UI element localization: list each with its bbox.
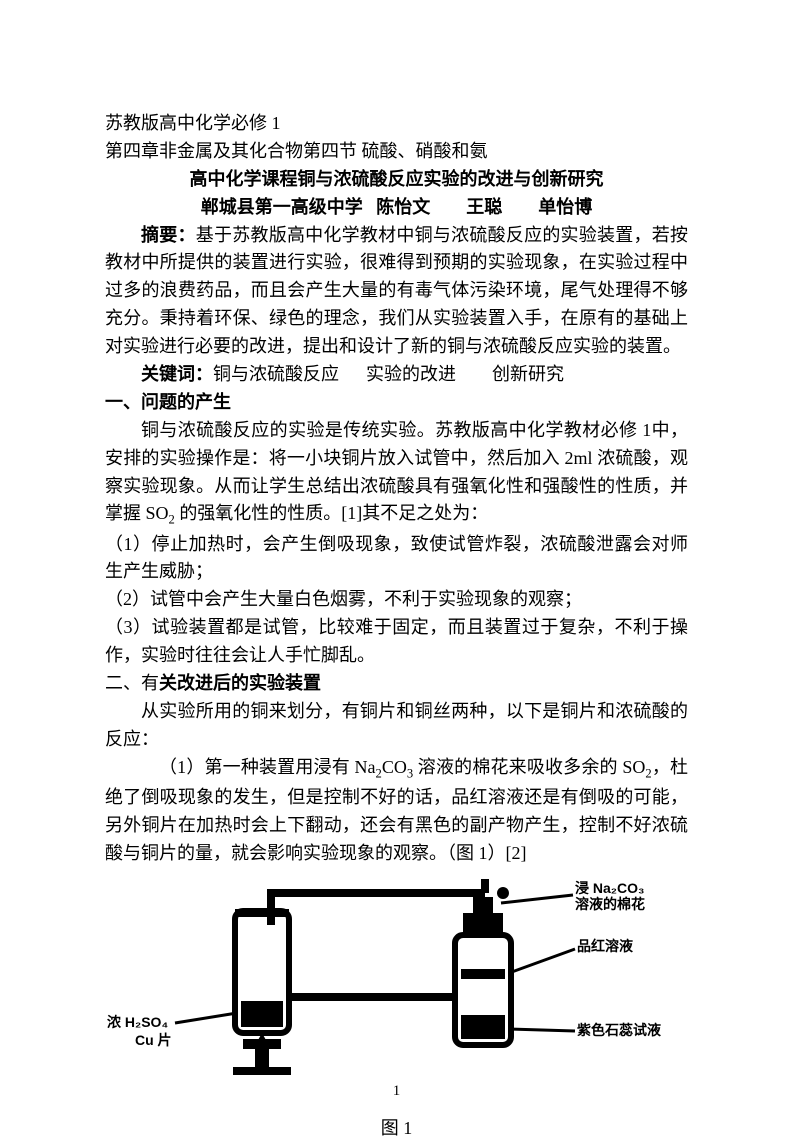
section-2-p2c: 溶液的棉花来吸收多余的 SO bbox=[413, 757, 645, 777]
keywords-label: 关键词： bbox=[141, 364, 213, 384]
section-1-li3: （3）试验装置都是试管，比较难于固定，而且装置过于复杂，不利于操作，实验时往往会… bbox=[105, 614, 688, 670]
paper-title: 高中化学课程铜与浓硫酸反应实验的改进与创新研究 bbox=[105, 166, 688, 194]
section-2-head-a: 二、有 bbox=[105, 673, 159, 693]
page: 苏教版高中化学必修 1 第四章非金属及其化合物第四节 硫酸、硝酸和氨 高中化学课… bbox=[0, 0, 793, 1143]
label-cotton-1: 浸 Na₂CO₃ bbox=[575, 881, 644, 896]
abstract: 摘要：基于苏教版高中化学教材中铜与浓硫酸反应的实验装置，若按教材中所提供的装置进… bbox=[105, 222, 688, 361]
figure-1-caption: 图 1 bbox=[105, 1115, 688, 1143]
chapter-line: 第四章非金属及其化合物第四节 硫酸、硝酸和氨 bbox=[105, 138, 688, 166]
figure-1-diagram: 浸 Na₂CO₃ 溶液的棉花 品红溶液 紫色石蕊试液 浓 H₂SO₄ Cu 片 bbox=[105, 873, 688, 1093]
section-2-p2a: （1）第一种装置用浸有 Na bbox=[159, 757, 376, 777]
label-pinhong: 品红溶液 bbox=[577, 939, 633, 954]
section-1-p1: 铜与浓硫酸反应的实验是传统实验。苏教版高中化学教材必修 1中，安排的实验操作是：… bbox=[105, 417, 688, 531]
abstract-label: 摘要： bbox=[141, 225, 196, 245]
section-2-head-b: 关改进后的实验装置 bbox=[159, 673, 321, 693]
section-1-li1: （1）停止加热时，会产生倒吸现象，致使试管炸裂，浓硫酸泄露会对师生产生威胁； bbox=[105, 531, 688, 587]
label-cotton-2: 溶液的棉花 bbox=[575, 897, 645, 912]
school-name: 郸城县第一高级中学 bbox=[201, 197, 363, 217]
section-1-head: 一、问题的产生 bbox=[105, 389, 688, 417]
section-1-li2: （2）试管中会产生大量白色烟雾，不利于实验现象的观察； bbox=[105, 586, 688, 614]
section-1-p1b: 的强氧化性的性质。[1]其不足之处为： bbox=[175, 503, 489, 523]
label-litmus: 紫色石蕊试液 bbox=[577, 1023, 661, 1038]
kw3: 创新研究 bbox=[492, 364, 564, 384]
authors: 陈怡文 王聪 单怡博 bbox=[376, 197, 592, 217]
section-1-head-text: 一、问题的产生 bbox=[105, 392, 231, 412]
section-2-p2: （1）第一种装置用浸有 Na2CO3 溶液的棉花来吸收多余的 SO2，杜绝了倒吸… bbox=[105, 754, 688, 868]
section-2-p1: 从实验所用的铜来划分，有铜片和铜丝两种，以下是铜片和浓硫酸的反应： bbox=[105, 698, 688, 754]
label-cu: Cu 片 bbox=[135, 1033, 172, 1048]
section-2-head: 二、有关改进后的实验装置 bbox=[105, 670, 688, 698]
section-2-p2b: CO bbox=[382, 757, 407, 777]
kw1: 铜与浓硫酸反应 bbox=[213, 364, 339, 384]
label-acid: 浓 H₂SO₄ bbox=[107, 1015, 168, 1030]
keywords-line: 关键词：铜与浓硫酸反应 实验的改进 创新研究 bbox=[105, 361, 688, 389]
author-line: 郸城县第一高级中学 陈怡文 王聪 单怡博 bbox=[105, 194, 688, 222]
page-number: 1 bbox=[0, 1080, 793, 1103]
kw2: 实验的改进 bbox=[366, 364, 456, 384]
book-line: 苏教版高中化学必修 1 bbox=[105, 110, 688, 138]
